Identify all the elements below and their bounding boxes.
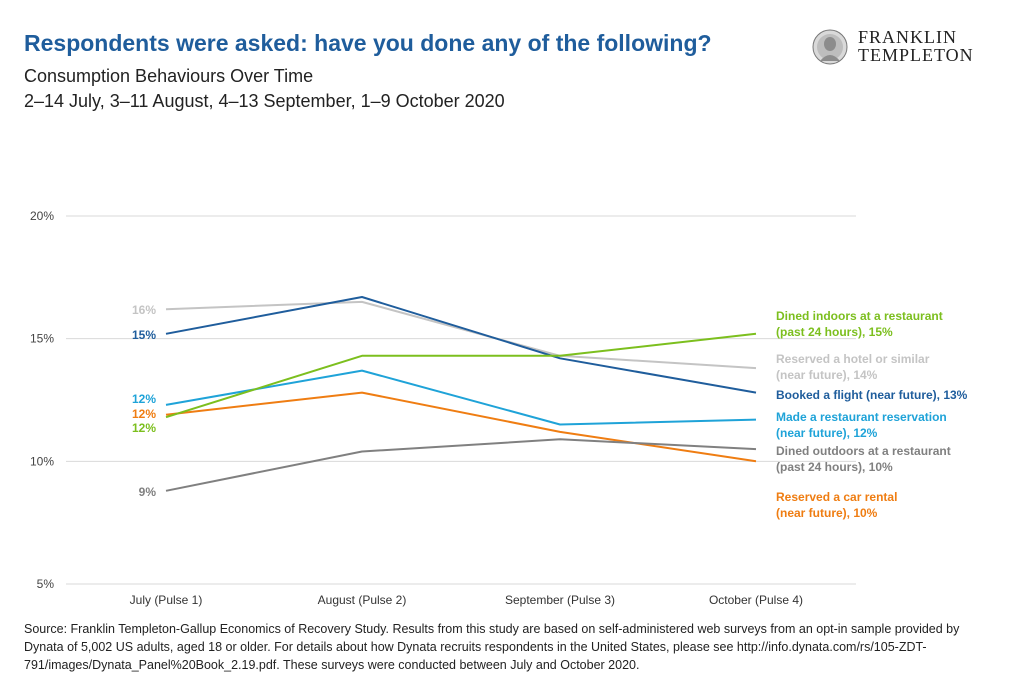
x-tick-label: October (Pulse 4) [709, 593, 803, 607]
series-line [165, 438, 757, 492]
y-tick-label: 20% [30, 209, 54, 223]
series-end-label: (near future), 10% [776, 506, 878, 520]
series-line [165, 369, 757, 426]
franklin-seal-icon [812, 29, 848, 65]
series-line [165, 391, 757, 463]
start-value-label: 12% [132, 392, 156, 406]
series-end-label: Dined indoors at a restaurant [776, 309, 943, 323]
start-value-label: 12% [132, 421, 156, 435]
series-end-label: Reserved a hotel or similar [776, 352, 930, 366]
y-tick-label: 10% [30, 454, 54, 468]
logo-word-franklin: FRANKLIN [858, 27, 958, 47]
series-line [165, 300, 757, 370]
series-end-label: Made a restaurant reservation [776, 410, 947, 424]
series-end-label: Booked a flight (near future), 13% [776, 388, 968, 402]
series-end-label: (past 24 hours), 15% [776, 325, 893, 339]
chart-title: Respondents were asked: have you done an… [24, 30, 712, 56]
franklin-templeton-logo: FRANKLIN TEMPLETON [812, 27, 1002, 67]
series-end-label: (near future), 12% [776, 426, 878, 440]
series-end-label: (near future), 14% [776, 368, 878, 382]
series-line [165, 296, 757, 394]
logo-word-templeton: TEMPLETON [858, 45, 974, 65]
x-tick-label: September (Pulse 3) [505, 593, 615, 607]
start-value-label: 16% [132, 303, 156, 317]
source-note: Source: Franklin Templeton-Gallup Econom… [24, 622, 960, 672]
start-value-label: 15% [132, 328, 156, 342]
series-end-label: Reserved a car rental [776, 490, 897, 504]
start-value-label: 9% [139, 485, 157, 499]
y-tick-label: 15% [30, 332, 54, 346]
series-end-label: (past 24 hours), 10% [776, 460, 893, 474]
x-tick-label: July (Pulse 1) [130, 593, 203, 607]
start-value-label: 12% [132, 407, 156, 421]
chart-subtitle: Consumption Behaviours Over Time [24, 66, 314, 86]
series-end-label: Dined outdoors at a restaurant [776, 444, 951, 458]
series-line [165, 332, 757, 419]
line-chart: 5% 10% 15% 20% July (Pulse 1) August (Pulse 2… [30, 209, 968, 607]
y-tick-label: 5% [37, 577, 55, 591]
survey-dates: 2–14 July, 3–11 August, 4–13 September, … [24, 91, 505, 111]
x-tick-label: August (Pulse 2) [318, 593, 407, 607]
